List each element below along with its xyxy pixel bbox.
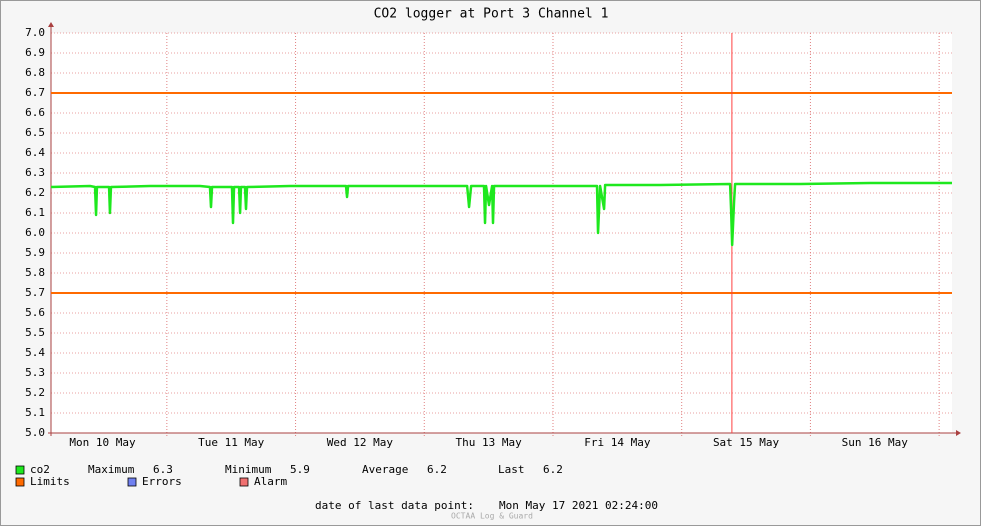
y-tick-label: 6.4 <box>25 146 45 159</box>
y-tick-label: 5.2 <box>25 386 45 399</box>
y-tick-label: 5.8 <box>25 266 45 279</box>
legend-swatch <box>15 477 25 487</box>
legend-label: Limits <box>30 475 70 488</box>
x-tick-label: Fri 14 May <box>584 436 651 449</box>
x-tick-label: Sat 15 May <box>713 436 780 449</box>
footer-value: Mon May 17 2021 02:24:00 <box>499 499 658 512</box>
y-tick-label: 6.9 <box>25 46 45 59</box>
y-tick-label: 6.5 <box>25 126 45 139</box>
y-tick-label: 6.1 <box>25 206 45 219</box>
y-tick-label: 5.4 <box>25 346 45 359</box>
stat-value: 6.3 <box>153 463 173 476</box>
chart-title: CO2 logger at Port 3 Channel 1 <box>374 7 609 22</box>
legend-swatch <box>127 477 137 487</box>
data-line <box>50 181 952 247</box>
legend-swatch <box>239 477 249 487</box>
x-tick-label: Mon 10 May <box>69 436 136 449</box>
y-tick-label: 6.2 <box>25 186 45 199</box>
legend-label: co2 <box>30 463 50 476</box>
y-tick-label: 5.1 <box>25 406 45 419</box>
y-tick-label: 6.3 <box>25 166 45 179</box>
legend-swatch <box>15 465 25 475</box>
x-arrow <box>956 430 961 436</box>
x-tick-label: Thu 13 May <box>456 436 523 449</box>
legend-label: Alarm <box>254 475 287 488</box>
stat-label: Maximum <box>88 463 135 476</box>
y-tick-label: 6.7 <box>25 86 45 99</box>
y-tick-label: 7.0 <box>25 26 45 39</box>
stat-value: 6.2 <box>543 463 563 476</box>
y-tick-label: 6.8 <box>25 66 45 79</box>
x-tick-label: Sun 16 May <box>842 436 909 449</box>
watermark: OCTAA Log & Guard <box>451 512 533 521</box>
stat-label: Minimum <box>225 463 272 476</box>
y-tick-label: 6.6 <box>25 106 45 119</box>
y-arrow <box>48 22 54 27</box>
x-tick-label: Tue 11 May <box>198 436 265 449</box>
stat-value: 6.2 <box>427 463 447 476</box>
y-tick-label: 5.7 <box>25 286 45 299</box>
footer-label: date of last data point: <box>315 499 474 512</box>
y-tick-label: 5.0 <box>25 426 45 439</box>
stat-value: 5.9 <box>290 463 310 476</box>
x-tick-label: Wed 12 May <box>327 436 394 449</box>
stat-label: Last <box>498 463 525 476</box>
y-tick-label: 5.5 <box>25 326 45 339</box>
stat-label: Average <box>362 463 408 476</box>
y-tick-label: 5.6 <box>25 306 45 319</box>
y-tick-label: 5.3 <box>25 366 45 379</box>
y-tick-label: 5.9 <box>25 246 45 259</box>
y-tick-label: 6.0 <box>25 226 45 239</box>
legend-label: Errors <box>142 475 182 488</box>
